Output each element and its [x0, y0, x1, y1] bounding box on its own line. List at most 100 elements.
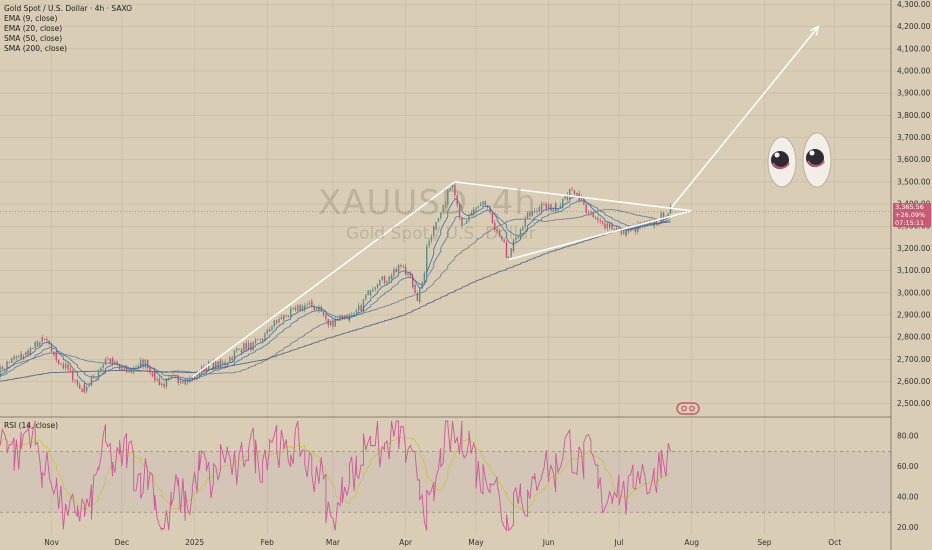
candle-body: [325, 318, 327, 320]
candle-body: [627, 229, 630, 232]
candle-body: [334, 322, 336, 327]
candle-body: [306, 304, 308, 306]
candle-body: [353, 312, 355, 315]
candle-body: [428, 240, 430, 246]
rsi-legend[interactable]: RSI (14, close): [4, 421, 59, 430]
candle-body: [435, 221, 437, 230]
candle-body: [585, 204, 587, 213]
candle-body: [100, 367, 102, 372]
candle-body: [1, 366, 4, 370]
candle-body: [407, 273, 409, 275]
candle-body: [123, 369, 125, 371]
candle-body: [193, 376, 196, 380]
rsi-line: [0, 420, 672, 532]
candle-body: [381, 276, 383, 280]
candle-body: [259, 338, 261, 340]
candle-body: [419, 288, 421, 303]
time-axis[interactable]: Nov Dec 2025 Feb Mar Apr May Jun Jul Aug Sep Oct: [44, 538, 841, 547]
candle-body: [383, 276, 386, 283]
candle-body: [437, 218, 440, 222]
candle-body: [50, 344, 53, 352]
candle-body: [491, 212, 494, 223]
price-tick-label: 3,700.00: [897, 133, 931, 142]
candle-body: [662, 212, 665, 219]
candle-body: [57, 360, 60, 364]
candle-body: [426, 245, 428, 261]
candle-body: [283, 315, 285, 320]
price-tick-label: 2,700.00: [897, 355, 931, 364]
candle-body: [655, 220, 658, 225]
candle-body: [379, 279, 381, 286]
candle-body: [90, 376, 93, 381]
candle-body: [365, 295, 367, 300]
candle-body: [618, 228, 620, 230]
candle-body: [233, 350, 236, 352]
candle-body: [569, 189, 571, 198]
watermark-symbol: XAUUSD, 4h: [318, 183, 537, 223]
candle-body: [510, 248, 512, 257]
candle-body: [212, 361, 215, 370]
candle-body: [64, 364, 67, 369]
time-tick-label: Mar: [326, 538, 341, 547]
candle-body: [547, 204, 550, 206]
candle-body: [0, 366, 1, 378]
candle-body: [447, 199, 449, 205]
candle-body: [313, 306, 315, 310]
legend-title[interactable]: Gold Spot / U.S. Dollar · 4h · SAXO: [4, 4, 133, 13]
candle-body: [573, 190, 576, 195]
legend-ema20[interactable]: EMA (20, close): [4, 24, 63, 33]
legend-sma200[interactable]: SMA (200, close): [4, 44, 67, 53]
candle-body: [266, 329, 268, 334]
candle-body: [524, 218, 526, 227]
legend-ema9[interactable]: EMA (9, close): [4, 14, 58, 23]
candle-body: [449, 188, 451, 191]
candle-body: [538, 207, 540, 212]
candle-body: [557, 208, 559, 212]
time-tick-label: Jun: [542, 538, 555, 547]
candle-body: [583, 202, 585, 205]
candle-body: [111, 358, 114, 364]
candle-body: [318, 306, 320, 311]
candle-body: [285, 315, 287, 317]
price-plot[interactable]: [0, 183, 672, 394]
candle-body: [536, 210, 538, 212]
price-tick-label: 2,900.00: [897, 310, 931, 319]
candle-body: [46, 338, 48, 341]
candle-body: [292, 307, 294, 309]
price-tick-label: 3,500.00: [897, 177, 931, 186]
replay-icon[interactable]: [676, 402, 700, 415]
legend-sma50[interactable]: SMA (50, close): [4, 34, 63, 43]
candle-body: [404, 266, 407, 273]
candle-body: [116, 361, 118, 366]
candle-body: [472, 209, 475, 213]
candle-body: [374, 287, 376, 290]
rsi-plot[interactable]: [0, 420, 672, 532]
rsi-axis[interactable]: 20.00 40.00 60.00 80.00: [897, 432, 919, 532]
candle-body: [6, 362, 8, 369]
candle-body: [320, 306, 322, 312]
candle-body: [231, 357, 233, 361]
candle-body: [69, 369, 72, 371]
candle-body: [440, 216, 442, 219]
candle-body: [358, 305, 360, 311]
candle-body: [125, 367, 128, 373]
candle-body: [512, 240, 515, 251]
candle-body: [606, 223, 608, 229]
candle-body: [175, 374, 177, 376]
candle-body: [580, 197, 583, 202]
candle-body: [247, 342, 250, 345]
candle-body: [163, 383, 165, 387]
candle-body: [533, 210, 536, 212]
candle-body: [219, 360, 222, 368]
candle-body: [97, 371, 100, 373]
price-tick-label: 4,200.00: [897, 22, 931, 31]
candle-body: [3, 368, 6, 370]
candle-body: [545, 204, 548, 209]
candle-body: [81, 388, 83, 393]
candle-body: [599, 220, 601, 222]
price-tick-label: 3,900.00: [897, 89, 931, 98]
candle-body: [440, 212, 442, 217]
candle-body: [39, 341, 41, 347]
candle-body: [411, 284, 414, 288]
candle-body: [184, 379, 186, 385]
